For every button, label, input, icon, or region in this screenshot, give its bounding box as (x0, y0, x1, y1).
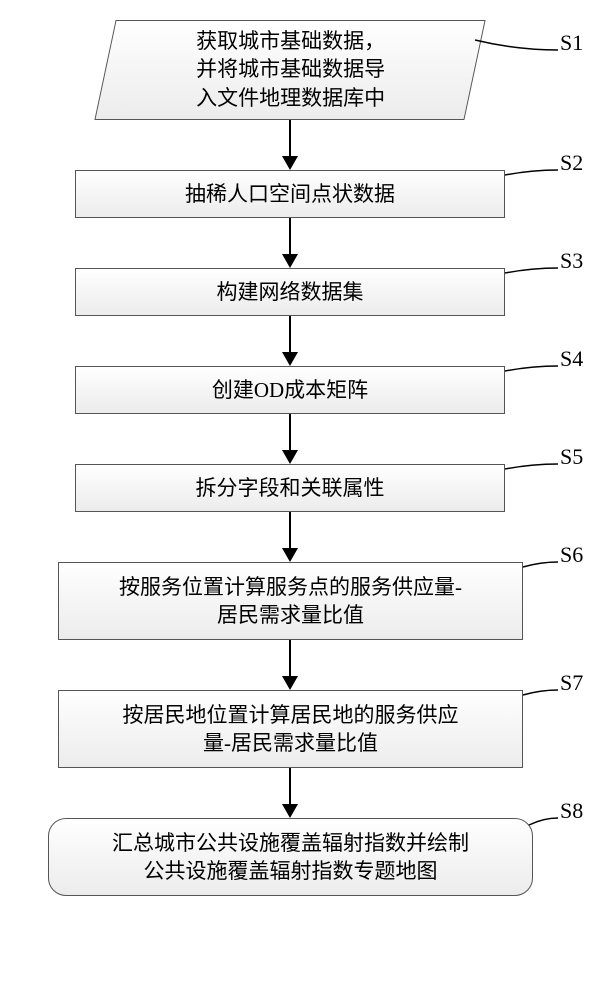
step-label-s7: S7 (560, 670, 583, 696)
leader-line-icon (500, 263, 563, 278)
arrow-head-icon (282, 352, 298, 366)
arrow-head-icon (282, 676, 298, 690)
leader-line-icon (518, 557, 563, 572)
flow-node-text: 抽稀人口空间点状数据 (185, 180, 395, 208)
flow-node-s6: 按服务位置计算服务点的服务供应量- 居民需求量比值 (58, 562, 523, 640)
arrow-head-icon (282, 548, 298, 562)
flow-node-s2: 抽稀人口空间点状数据 (75, 170, 505, 218)
arrow-head-icon (282, 450, 298, 464)
leader-line-icon (500, 165, 563, 180)
flow-node-s5: 拆分字段和关联属性 (75, 464, 505, 512)
flow-node-s4: 创建OD成本矩阵 (75, 366, 505, 414)
flow-node-text: 创建OD成本矩阵 (212, 376, 368, 404)
arrow-line (289, 218, 291, 254)
arrow-line (289, 120, 291, 156)
flow-node-text: 获取城市基础数据， 并将城市基础数据导 入文件地理数据库中 (196, 27, 385, 112)
arrow-line (289, 768, 291, 804)
arrow-line (289, 316, 291, 352)
arrow-head-icon (282, 254, 298, 268)
flow-node-text: 按服务位置计算服务点的服务供应量- 居民需求量比值 (119, 573, 462, 630)
flow-node-text: 按居民地位置计算居民地的服务供应 量-居民需求量比值 (123, 701, 459, 758)
step-label-s3: S3 (560, 248, 583, 274)
flow-node-s7: 按居民地位置计算居民地的服务供应 量-居民需求量比值 (58, 690, 523, 768)
step-label-s5: S5 (560, 444, 583, 470)
arrow-line (289, 512, 291, 548)
step-label-s8: S8 (560, 798, 583, 824)
flow-node-s3: 构建网络数据集 (75, 268, 505, 316)
step-label-s4: S4 (560, 346, 583, 372)
arrow-head-icon (282, 804, 298, 818)
arrow-line (289, 414, 291, 450)
flowchart-container: 获取城市基础数据， 并将城市基础数据导 入文件地理数据库中抽稀人口空间点状数据构… (20, 20, 595, 980)
flow-node-s1: 获取城市基础数据， 并将城市基础数据导 入文件地理数据库中 (94, 20, 485, 120)
flow-node-text: 拆分字段和关联属性 (196, 474, 385, 502)
step-label-s1: S1 (560, 30, 583, 56)
flow-node-text: 汇总城市公共设施覆盖辐射指数并绘制 公共设施覆盖辐射指数专题地图 (112, 829, 469, 886)
arrow-line (289, 640, 291, 676)
leader-line-icon (518, 685, 563, 700)
flow-node-s8: 汇总城市公共设施覆盖辐射指数并绘制 公共设施覆盖辐射指数专题地图 (48, 818, 533, 896)
leader-line-icon (500, 361, 563, 376)
step-label-s2: S2 (560, 150, 583, 176)
leader-line-icon (500, 459, 563, 474)
leader-line-icon (470, 35, 563, 55)
arrow-head-icon (282, 156, 298, 170)
flow-node-text: 构建网络数据集 (217, 278, 364, 306)
step-label-s6: S6 (560, 542, 583, 568)
